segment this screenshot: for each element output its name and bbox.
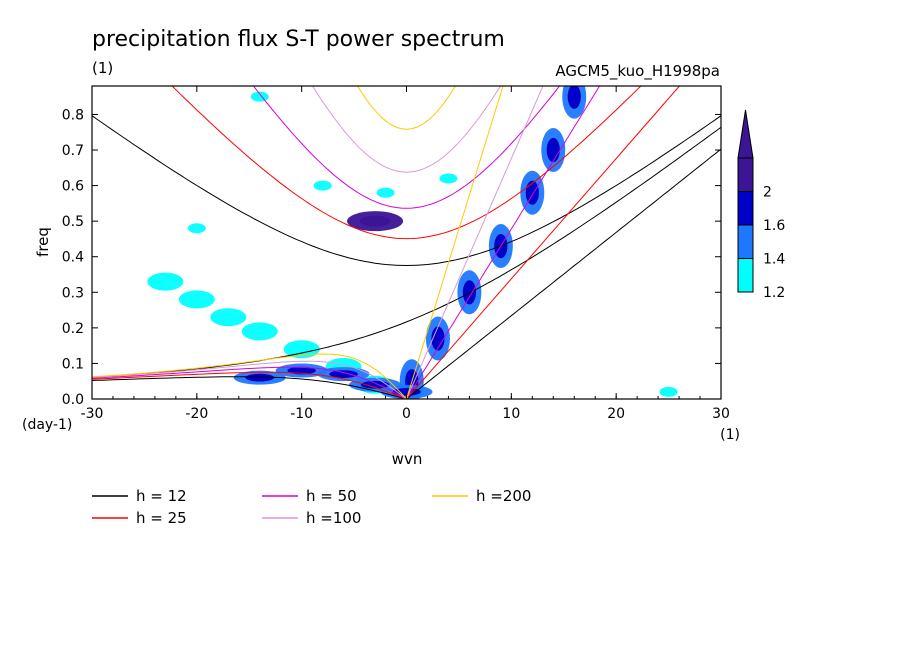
colorbar-label: 1.4 xyxy=(763,252,785,268)
power-blob-core xyxy=(525,180,539,205)
rossby-curve xyxy=(92,376,407,399)
colorbar-label: 1.2 xyxy=(763,285,785,301)
chart-subtitle-right: AGCM5_kuo_H1998pa xyxy=(555,62,720,81)
inertia-gravity-curve xyxy=(311,86,502,173)
power-blob-core xyxy=(329,370,358,378)
x-tick-label: 10 xyxy=(502,406,520,422)
x-tick-label: 30 xyxy=(712,406,730,422)
chart-subtitle-left: (1) xyxy=(92,59,113,77)
colorbar-triangle xyxy=(737,109,754,159)
colorbar-swatch xyxy=(737,224,754,259)
power-blob-core xyxy=(546,137,560,163)
power-blob xyxy=(313,180,332,191)
x-tick-label: -30 xyxy=(81,406,104,422)
x-axis: -30 -20 -10 0 10 20 30 xyxy=(81,86,730,422)
kelvin-curve xyxy=(406,148,721,399)
x-tick-label: 20 xyxy=(607,406,625,422)
legend-label: h = 12 xyxy=(136,487,187,505)
mrg-curve xyxy=(92,126,721,378)
x-tick-label: 0 xyxy=(402,406,411,422)
power-blob xyxy=(376,187,395,198)
y-tick-label: 0.2 xyxy=(62,321,84,337)
power-blob xyxy=(187,223,206,234)
power-blob xyxy=(283,340,320,359)
y-tick-label: 0.1 xyxy=(62,356,84,372)
y-axis-label: freq xyxy=(34,227,52,257)
power-blob-core xyxy=(431,326,445,351)
inertia-gravity-curve xyxy=(171,86,642,240)
y-tick-label: 0.0 xyxy=(62,392,84,408)
power-blob-core xyxy=(567,86,581,109)
power-blob-core xyxy=(359,215,391,227)
legend-label: h =100 xyxy=(306,509,361,527)
rossby-curve xyxy=(92,366,407,399)
dispersion-curves xyxy=(92,86,721,399)
x-tick-label: -20 xyxy=(185,406,208,422)
power-blob xyxy=(210,308,247,327)
kelvin-curve xyxy=(406,86,681,399)
legend-label: h = 50 xyxy=(306,487,357,505)
kelvin-curve xyxy=(406,86,504,399)
chart-title: precipitation flux S-T power spectrum xyxy=(92,27,505,52)
power-blob xyxy=(241,322,278,341)
inertia-gravity-curve xyxy=(252,86,561,209)
power-blob xyxy=(178,290,215,309)
colorbar-label: 1.6 xyxy=(763,218,785,234)
y-tick-label: 0.3 xyxy=(62,285,84,301)
y-tick-label: 0.6 xyxy=(62,179,84,195)
legend-label: h =200 xyxy=(476,487,531,505)
plot-frame xyxy=(91,85,722,400)
x-axis-unit: (1) xyxy=(720,427,740,443)
power-blob-core xyxy=(462,280,476,305)
colorbar-swatch xyxy=(737,258,754,293)
x-tick-label: -10 xyxy=(290,406,313,422)
colorbar-swatch xyxy=(737,157,754,192)
power-blob xyxy=(147,272,184,291)
inertia-gravity-curve xyxy=(357,86,456,130)
power-blob-core xyxy=(245,373,275,382)
inertia-gravity-curve xyxy=(92,115,721,267)
power-blob xyxy=(439,173,458,184)
power-blob xyxy=(250,91,269,102)
colorbar-swatch xyxy=(737,191,754,226)
y-tick-label: 0.8 xyxy=(62,107,84,123)
rossby-curve xyxy=(92,360,407,399)
y-tick-label: 0.4 xyxy=(62,250,84,266)
rossby-curve xyxy=(92,371,407,399)
legend: h = 12 h = 25 h = 50 h =100 h =200 xyxy=(92,487,531,527)
kelvin-curve xyxy=(406,86,544,399)
colorbar: 1.2 1.4 1.6 2 xyxy=(737,109,785,301)
power-blob xyxy=(659,386,678,397)
y-axis: 0.0 0.1 0.2 0.3 0.4 0.5 0.6 0.7 0.8 xyxy=(62,107,721,408)
legend-label: h = 25 xyxy=(136,509,187,527)
y-tick-label: 0.5 xyxy=(62,214,84,230)
rossby-curve xyxy=(92,353,407,399)
colorbar-label: 2 xyxy=(763,185,772,201)
kelvin-curve xyxy=(406,86,601,399)
y-axis-unit: (day-1) xyxy=(22,417,72,433)
y-tick-label: 0.7 xyxy=(62,143,84,159)
x-axis-label: wvn xyxy=(392,450,423,468)
